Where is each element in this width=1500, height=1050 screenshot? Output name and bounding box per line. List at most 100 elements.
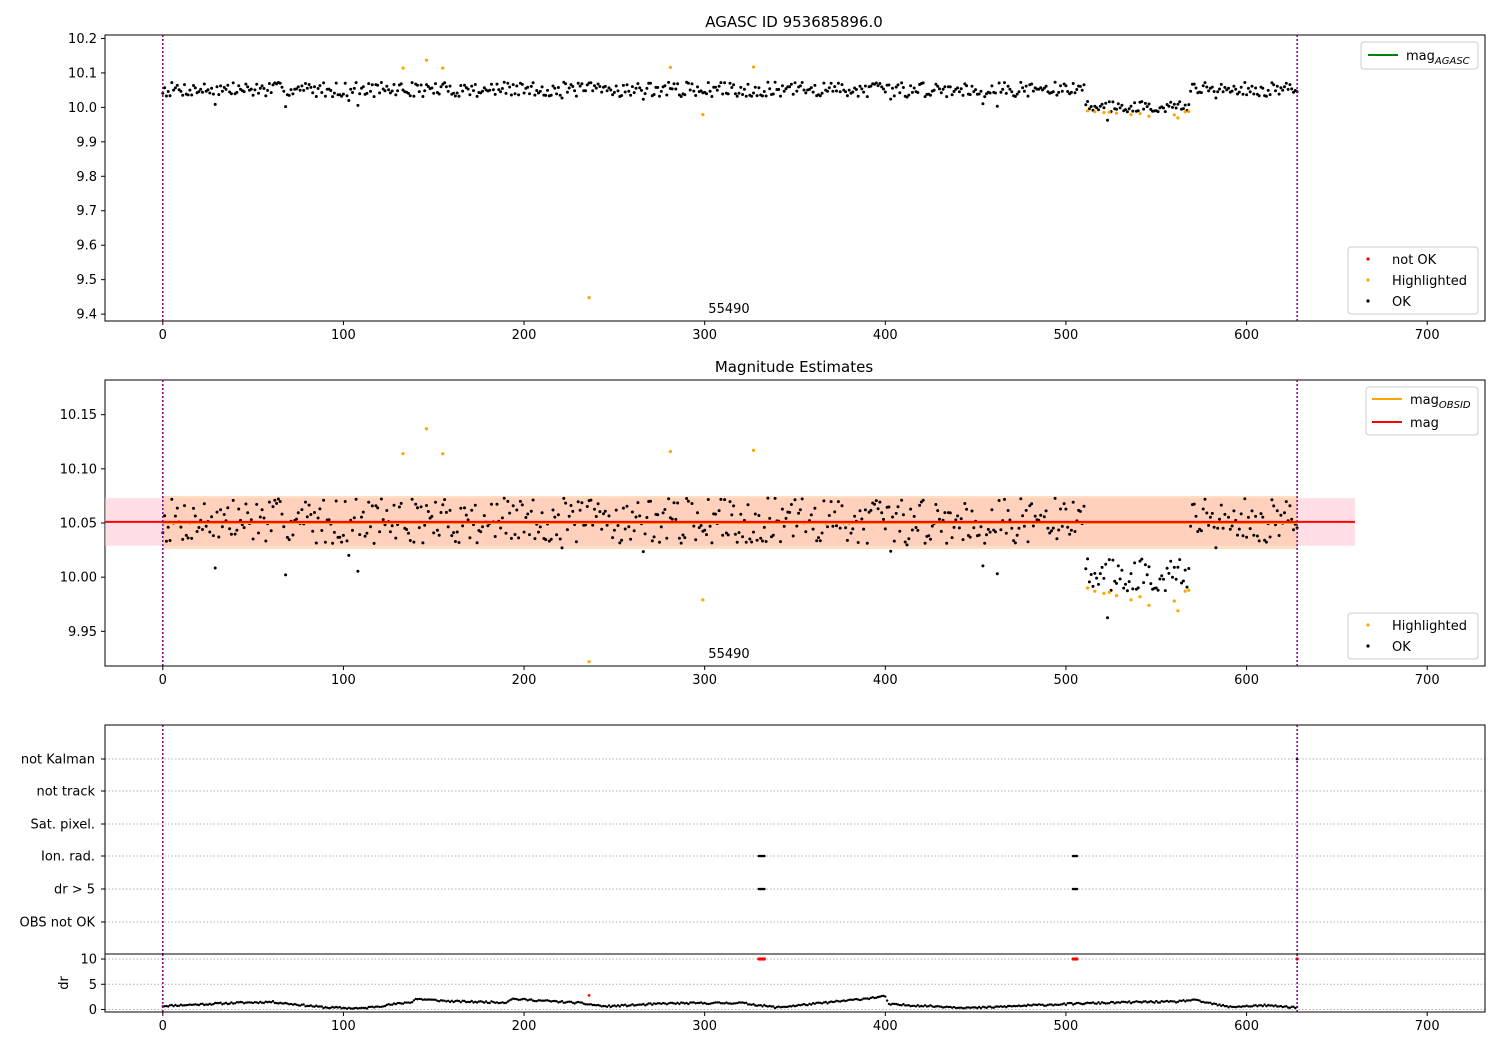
dr-point [266, 1001, 269, 1004]
ok-point [636, 501, 640, 505]
ok-point [564, 501, 568, 505]
ok-point [676, 501, 680, 505]
dr-point [1261, 1005, 1265, 1008]
dr-point [728, 1002, 732, 1005]
ok-point [883, 527, 887, 531]
ok-point [354, 81, 358, 85]
ok-point [1026, 94, 1030, 98]
dr-point [1025, 1004, 1028, 1008]
ok-point [1055, 537, 1059, 541]
ok-point [593, 84, 596, 88]
ok-point [656, 86, 660, 89]
ok-point [506, 81, 510, 85]
dr-point [421, 998, 425, 1001]
ok-point [1162, 577, 1165, 581]
ok-point [717, 84, 721, 88]
dr-point [1185, 999, 1189, 1002]
ok-point [1003, 497, 1006, 501]
dr-point [1138, 1000, 1142, 1004]
ok-point [822, 499, 826, 503]
dr-point [1099, 1002, 1102, 1005]
dr-point [167, 1005, 170, 1008]
ok-point [748, 537, 752, 541]
ok-point [696, 511, 699, 515]
ok-point [208, 91, 212, 95]
ok-point [892, 94, 896, 98]
ok-point [222, 513, 226, 516]
ok-point [1189, 524, 1193, 528]
dr-point [170, 1003, 173, 1007]
ok-point [220, 525, 224, 529]
dr-point [972, 1006, 975, 1009]
ok-point [887, 505, 891, 509]
dr-point [392, 1002, 396, 1005]
dr-point [515, 998, 518, 1001]
dr-point [622, 1004, 625, 1007]
ok-point [323, 540, 327, 544]
flag-category-label: OBS not OK [20, 916, 96, 931]
flag-point [761, 887, 764, 891]
ok-point [331, 95, 335, 99]
dr-point [772, 1005, 775, 1008]
y-tick-label: 10.15 [60, 408, 97, 423]
ok-point [797, 511, 801, 515]
ok-point [750, 540, 754, 544]
dr-point [1072, 1003, 1075, 1006]
ok-point [836, 500, 840, 504]
ok-point [529, 509, 533, 513]
ok-point [408, 539, 412, 542]
dr-point [1178, 999, 1181, 1002]
dr-point [327, 1007, 331, 1010]
ok-point [416, 506, 419, 510]
dr-point [1171, 1000, 1174, 1003]
ok-point [708, 524, 712, 528]
dr-point [867, 997, 871, 1001]
ok-point [844, 90, 848, 94]
dr-point [607, 1004, 611, 1007]
ok-point [585, 505, 589, 508]
dr-point [625, 1005, 629, 1008]
ok-point [909, 507, 913, 511]
ok-point [211, 534, 215, 538]
dr-point [893, 1002, 896, 1006]
ok-point [594, 515, 598, 518]
dr-point [817, 1001, 820, 1004]
dr-point [409, 1001, 412, 1004]
dr-point [203, 1003, 206, 1007]
ok-point [500, 516, 504, 520]
dr-point [687, 1002, 690, 1006]
highlighted-point [751, 448, 756, 452]
magnitude-point-legend-ok: OK [1392, 640, 1411, 655]
ok-point [1104, 101, 1108, 105]
ok-point [1039, 513, 1043, 517]
ok-point [999, 90, 1003, 94]
dr-point [1064, 1003, 1068, 1007]
dr-point [624, 1003, 627, 1006]
ok-point [390, 524, 394, 528]
ok-point [1272, 83, 1276, 87]
dr-point [163, 1005, 166, 1008]
ok-point [620, 538, 624, 542]
ok-point [1143, 101, 1147, 105]
dr-point [524, 998, 528, 1001]
dr-point [759, 1004, 762, 1007]
dr-point [1203, 1001, 1207, 1004]
ok-point [423, 89, 427, 93]
dr-point [652, 1002, 656, 1005]
dr-point [551, 999, 555, 1003]
ok-point [795, 89, 799, 93]
dr-point [831, 1000, 835, 1004]
ok-point [410, 497, 414, 501]
ok-point [1214, 96, 1218, 100]
ok-point [1106, 118, 1109, 122]
ok-point [244, 82, 248, 86]
dr-point [1044, 1004, 1048, 1007]
dr-point [197, 1003, 201, 1007]
dr-point [479, 1000, 482, 1003]
ok-point [849, 531, 853, 535]
ok-point [347, 99, 351, 102]
ok-point [1071, 500, 1075, 504]
ok-point [479, 530, 483, 534]
x-tick-label: 500 [1054, 1019, 1079, 1034]
